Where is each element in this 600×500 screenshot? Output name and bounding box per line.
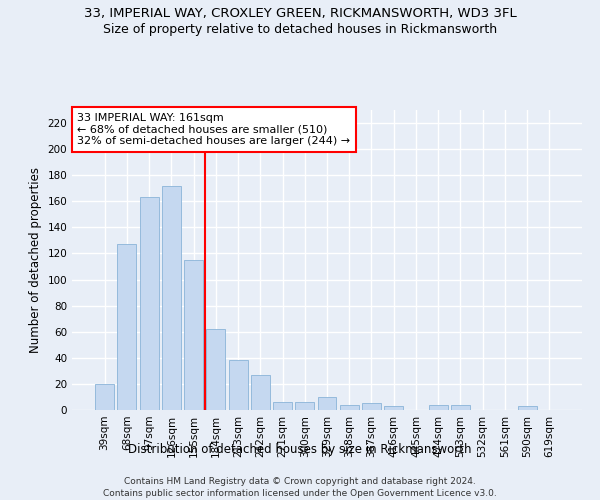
Bar: [118, 244, 136, 410]
Text: Contains public sector information licensed under the Open Government Licence v3: Contains public sector information licen…: [103, 489, 497, 498]
Text: Size of property relative to detached houses in Rickmansworth: Size of property relative to detached ho…: [103, 22, 497, 36]
Bar: [317, 397, 337, 410]
Text: 33 IMPERIAL WAY: 161sqm
← 68% of detached houses are smaller (510)
32% of semi-d: 33 IMPERIAL WAY: 161sqm ← 68% of detache…: [77, 113, 350, 146]
Bar: [206, 329, 225, 410]
Bar: [229, 360, 248, 410]
Bar: [162, 186, 181, 410]
Text: 33, IMPERIAL WAY, CROXLEY GREEN, RICKMANSWORTH, WD3 3FL: 33, IMPERIAL WAY, CROXLEY GREEN, RICKMAN…: [83, 8, 517, 20]
Bar: [184, 260, 203, 410]
Bar: [451, 405, 470, 410]
Text: Distribution of detached houses by size in Rickmansworth: Distribution of detached houses by size …: [128, 442, 472, 456]
Bar: [384, 406, 403, 410]
Bar: [429, 405, 448, 410]
Y-axis label: Number of detached properties: Number of detached properties: [29, 167, 42, 353]
Bar: [273, 402, 292, 410]
Text: Contains HM Land Registry data © Crown copyright and database right 2024.: Contains HM Land Registry data © Crown c…: [124, 478, 476, 486]
Bar: [251, 375, 270, 410]
Bar: [362, 404, 381, 410]
Bar: [95, 384, 114, 410]
Bar: [340, 405, 359, 410]
Bar: [518, 406, 536, 410]
Bar: [140, 198, 158, 410]
Bar: [295, 402, 314, 410]
